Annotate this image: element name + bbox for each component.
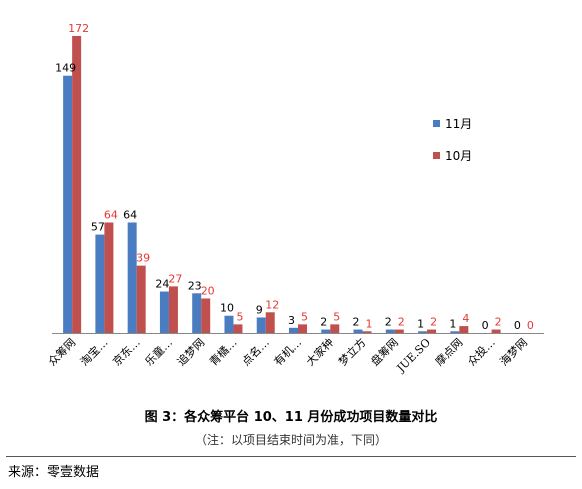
value-label-nov-9: 2 <box>353 316 360 329</box>
value-label-oct-10: 2 <box>398 316 405 329</box>
value-label-oct-6: 12 <box>265 298 279 311</box>
bar-oct-8 <box>330 324 340 333</box>
bar-nov-11 <box>418 331 428 333</box>
value-label-nov-10: 2 <box>385 316 392 329</box>
bar-nov-0 <box>63 75 73 333</box>
value-label-oct-13: 2 <box>495 316 502 329</box>
value-label-nov-1: 57 <box>91 221 105 234</box>
value-label-oct-5: 5 <box>236 310 243 323</box>
bar-oct-1 <box>104 222 114 333</box>
value-label-oct-4: 20 <box>201 284 215 297</box>
value-label-oct-8: 5 <box>333 310 340 323</box>
value-label-nov-14: 0 <box>514 319 521 332</box>
value-label-oct-0: 172 <box>68 22 89 35</box>
value-label-nov-6: 9 <box>256 303 263 316</box>
bar-oct-4 <box>201 298 211 333</box>
value-label-oct-7: 5 <box>301 310 308 323</box>
value-label-nov-3: 24 <box>155 278 169 291</box>
value-label-nov-11: 1 <box>417 317 424 330</box>
value-label-oct-9: 1 <box>366 317 373 330</box>
x-tick-label-12: 摩点网 <box>432 335 465 368</box>
x-tick-label-3: 乐童… <box>142 335 175 368</box>
legend-swatch-oct <box>433 152 440 159</box>
bar-oct-5 <box>233 324 243 333</box>
bar-nov-6 <box>256 317 266 333</box>
value-label-oct-14: 0 <box>527 319 534 332</box>
bar-nov-12 <box>450 331 460 333</box>
value-label-nov-2: 64 <box>123 208 137 221</box>
figure-note: （注：以项目结束时间为准，下同） <box>194 433 387 447</box>
x-tick-label-6: 点名… <box>239 335 272 368</box>
x-tick-label-7: 有机… <box>271 335 304 368</box>
bar-nov-5 <box>224 315 234 333</box>
value-label-nov-8: 2 <box>320 316 327 329</box>
bar-oct-0 <box>72 36 82 333</box>
bar-nov-10 <box>385 329 395 333</box>
value-label-nov-0: 149 <box>55 62 76 75</box>
source-text: 来源：零壹数据 <box>8 465 100 480</box>
legend-label-oct: 10月 <box>445 149 472 163</box>
bar-nov-1 <box>95 234 105 333</box>
source-divider <box>6 456 576 457</box>
value-label-oct-11: 2 <box>430 316 437 329</box>
x-tick-label-0: 众筹网 <box>45 335 78 368</box>
x-tick-label-11: JUE.SO <box>394 336 433 375</box>
legend-label-nov: 11月 <box>445 117 472 131</box>
legend: 11月 10月 <box>433 117 472 163</box>
bar-nov-4 <box>192 293 202 333</box>
x-tick-label-14: 海梦网 <box>497 335 530 368</box>
bar-nov-7 <box>289 327 298 333</box>
value-label-oct-3: 27 <box>168 272 182 285</box>
bar-oct-7 <box>298 324 307 333</box>
bar-oct-13 <box>491 329 501 333</box>
x-tick-label-8: 大家种 <box>303 335 336 368</box>
value-label-oct-12: 4 <box>462 312 469 325</box>
value-label-nov-7: 3 <box>288 314 295 327</box>
value-label-nov-5: 10 <box>220 302 234 315</box>
bar-oct-10 <box>394 329 404 333</box>
x-tick-label-4: 追梦网 <box>174 335 207 368</box>
x-tick-label-5: 青橘… <box>207 336 240 369</box>
value-label-nov-4: 23 <box>188 279 202 292</box>
bar-nov-8 <box>321 329 331 333</box>
bar-oct-11 <box>427 329 437 333</box>
x-tick-label-13: 众投… <box>464 335 497 368</box>
bar-oct-12 <box>459 326 469 333</box>
x-tick-label-9: 梦立方 <box>335 335 368 368</box>
bar-oct-3 <box>168 286 178 333</box>
value-label-oct-2: 39 <box>136 252 150 265</box>
bars-group <box>63 36 533 334</box>
figure-caption: 图 3：各众筹平台 10、11 月份成功项目数量对比 <box>144 410 438 425</box>
value-label-oct-1: 64 <box>104 208 118 221</box>
value-label-nov-13: 0 <box>482 319 489 332</box>
x-tick-label-2: 京东… <box>110 335 143 368</box>
bar-nov-3 <box>159 291 169 333</box>
x-tick-label-1: 淘宝… <box>77 335 110 368</box>
bar-nov-2 <box>127 222 137 333</box>
bar-oct-9 <box>362 331 372 333</box>
bar-oct-2 <box>136 265 146 333</box>
bar-oct-6 <box>265 312 275 333</box>
legend-swatch-nov <box>433 120 440 127</box>
bar-nov-9 <box>353 329 363 333</box>
value-label-nov-12: 1 <box>449 317 456 330</box>
